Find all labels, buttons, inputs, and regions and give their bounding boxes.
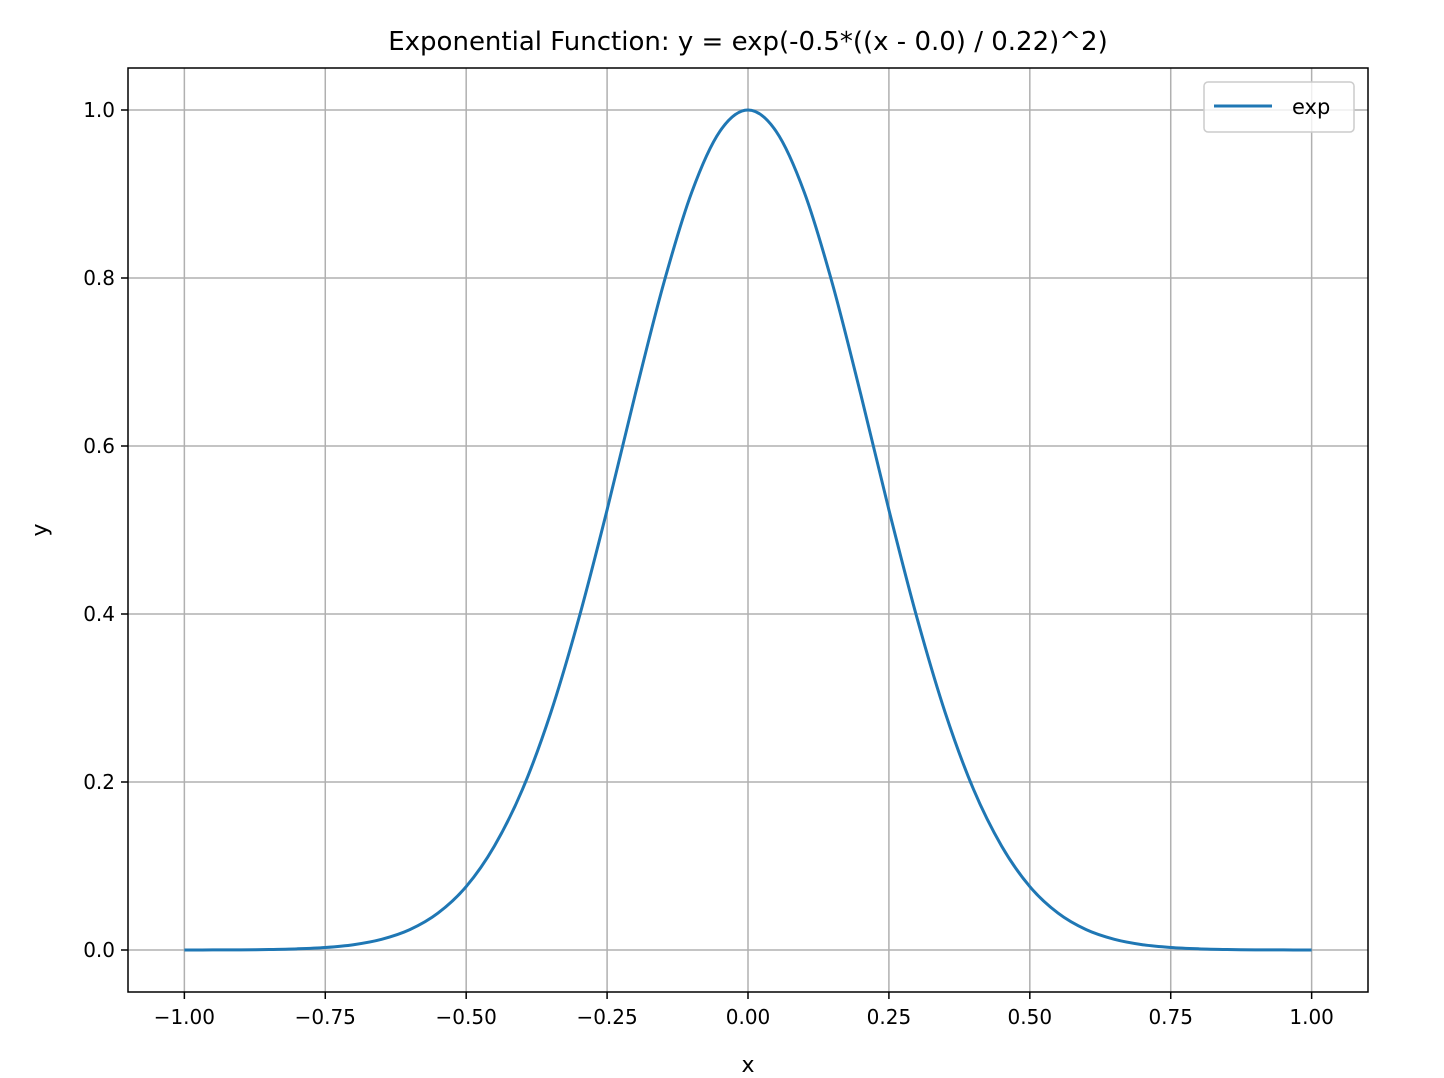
legend: exp [1203, 81, 1355, 133]
legend-label: exp [1292, 95, 1330, 119]
grid [128, 68, 1368, 992]
y-tick-label: 0.8 [83, 266, 115, 290]
legend-box [1203, 81, 1355, 133]
x-tick-label: −1.00 [154, 1005, 215, 1029]
x-tick-label: 0.75 [1148, 1005, 1193, 1029]
series-layer [184, 108, 1312, 952]
chart-title: Exponential Function: y = exp(-0.5*((x -… [388, 27, 1108, 57]
x-tick-label: 0.50 [1008, 1005, 1053, 1029]
y-tick-label: 0.2 [83, 770, 115, 794]
x-tick-label: 0.25 [867, 1005, 912, 1029]
y-axis-label: y [28, 523, 53, 536]
x-tick-label: −0.50 [436, 1005, 497, 1029]
series-line-exp [184, 108, 1312, 952]
x-axis-label: x [741, 1053, 754, 1078]
y-tick-label: 0.6 [83, 434, 115, 458]
ticks: −1.00 −0.75 −0.50 −0.25 0.00 0.25 0.50 0.75 1.00… [83, 98, 1334, 1029]
x-tick-label: 0.00 [726, 1005, 771, 1029]
y-tick-label: 1.0 [83, 98, 115, 122]
y-tick-label: 0.4 [83, 602, 115, 626]
x-tick-label: −0.25 [576, 1005, 637, 1029]
x-tick-label: 1.00 [1289, 1005, 1334, 1029]
y-tick-label: 0.0 [83, 938, 115, 962]
x-tick-label: −0.75 [295, 1005, 356, 1029]
